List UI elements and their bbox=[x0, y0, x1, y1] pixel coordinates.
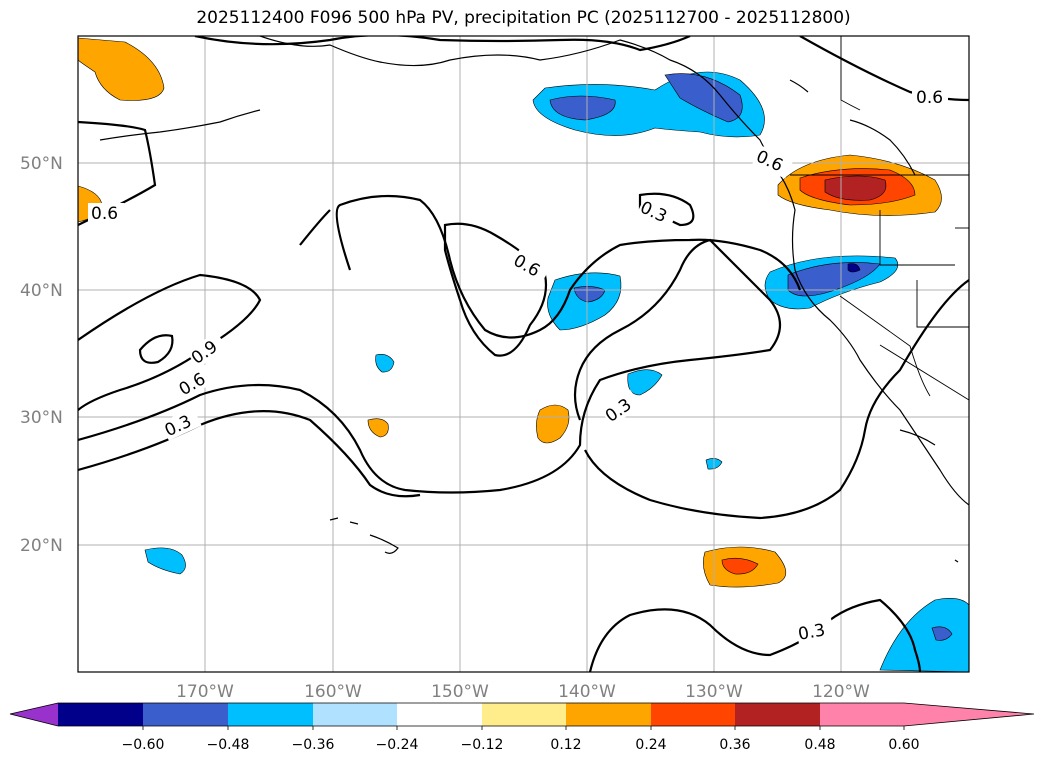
lon-tick: 120°W bbox=[812, 682, 870, 702]
lat-tick: 20°N bbox=[20, 536, 63, 556]
contour-big-0.3 bbox=[78, 273, 262, 411]
contour-ul-0.6 bbox=[299, 209, 331, 246]
colorbar-segment bbox=[228, 703, 313, 726]
lat-tick: 30°N bbox=[20, 408, 63, 428]
precip-dblue-gulf-alaska-w bbox=[549, 95, 616, 121]
colorbar-label: −0.24 bbox=[376, 737, 419, 753]
lat-tick-labels: 50°N 40°N 30°N 20°N bbox=[20, 154, 63, 556]
precip-orange-nw-corner bbox=[78, 37, 165, 101]
colorbar-label: 0.24 bbox=[635, 737, 666, 753]
colorbar-label: 0.48 bbox=[804, 737, 835, 753]
colorbar-label: −0.48 bbox=[207, 737, 250, 753]
colorbar-label: −0.60 bbox=[122, 737, 165, 753]
colorbar-segment bbox=[651, 703, 735, 726]
contour-top-0.6 bbox=[194, 36, 691, 52]
contour-label: 0.3 bbox=[797, 620, 827, 644]
lat-tick: 40°N bbox=[20, 281, 63, 301]
precip-dred-pacnw bbox=[824, 175, 887, 201]
precip-orange-small-1 bbox=[367, 418, 389, 438]
colorbar-tick-marks bbox=[142, 726, 905, 730]
colorbar-label: 0.60 bbox=[888, 737, 919, 753]
lon-tick: 160°W bbox=[304, 682, 362, 702]
precip-red-subtropic bbox=[721, 557, 759, 575]
precip-blue-se-corner bbox=[879, 598, 969, 672]
precip-orange-small-2 bbox=[536, 404, 570, 444]
precip-blue-midpacific bbox=[547, 272, 622, 331]
colorbar-label: 0.36 bbox=[719, 737, 750, 753]
colorbar-segment bbox=[313, 703, 397, 726]
colorbar-segment bbox=[58, 703, 143, 726]
contour-mid-0.6 bbox=[78, 238, 782, 494]
lon-tick: 140°W bbox=[558, 682, 616, 702]
colorbar-segment bbox=[820, 703, 904, 726]
precip-blue-small-1 bbox=[375, 354, 395, 373]
contour-label: 0.6 bbox=[91, 204, 118, 224]
colorbar-right-extend bbox=[904, 703, 1034, 726]
lon-tick: 150°W bbox=[431, 682, 489, 702]
map-area bbox=[78, 36, 969, 672]
colorbar-segment bbox=[143, 703, 228, 726]
precip-navy-california bbox=[847, 263, 861, 273]
map-frame bbox=[77, 35, 970, 673]
colorbar-segment bbox=[482, 703, 566, 726]
political-borders bbox=[790, 36, 969, 401]
colorbar-segment bbox=[735, 703, 820, 726]
contour-small-loop bbox=[138, 334, 174, 364]
colorbar-segment bbox=[397, 703, 482, 726]
coastlines bbox=[99, 36, 969, 563]
contour-lower-0.3 bbox=[78, 410, 421, 498]
colorbar: −0.60 −0.48 −0.36 −0.24 −0.12 0.12 0.24 … bbox=[9, 702, 1035, 753]
precip-fill-layer bbox=[78, 37, 969, 672]
contour-bowl-0.3 bbox=[584, 279, 969, 520]
pv-contours bbox=[78, 36, 969, 672]
contour-south-0.3 bbox=[588, 598, 922, 672]
lon-tick: 170°W bbox=[176, 682, 234, 702]
colorbar-label: −0.36 bbox=[292, 737, 335, 753]
colorbar-left-extend bbox=[10, 703, 58, 726]
lon-tick-labels: 170°W 160°W 150°W 140°W 130°W 120°W bbox=[176, 682, 870, 702]
contour-enclosed-0.6 bbox=[443, 222, 548, 357]
colorbar-label: −0.12 bbox=[461, 737, 504, 753]
lon-tick: 130°W bbox=[685, 682, 743, 702]
lat-tick: 50°N bbox=[20, 154, 63, 174]
map-title: 2025112400 F096 500 hPa PV, precipitatio… bbox=[196, 8, 851, 28]
contour-label: 0.6 bbox=[916, 88, 943, 108]
contour-outer-0.3 bbox=[335, 194, 802, 339]
precip-blue-hawaii-w bbox=[144, 547, 186, 575]
colorbar-label: 0.12 bbox=[550, 737, 581, 753]
precip-dblue-se-corner bbox=[931, 626, 953, 641]
colorbar-segment bbox=[566, 703, 651, 726]
